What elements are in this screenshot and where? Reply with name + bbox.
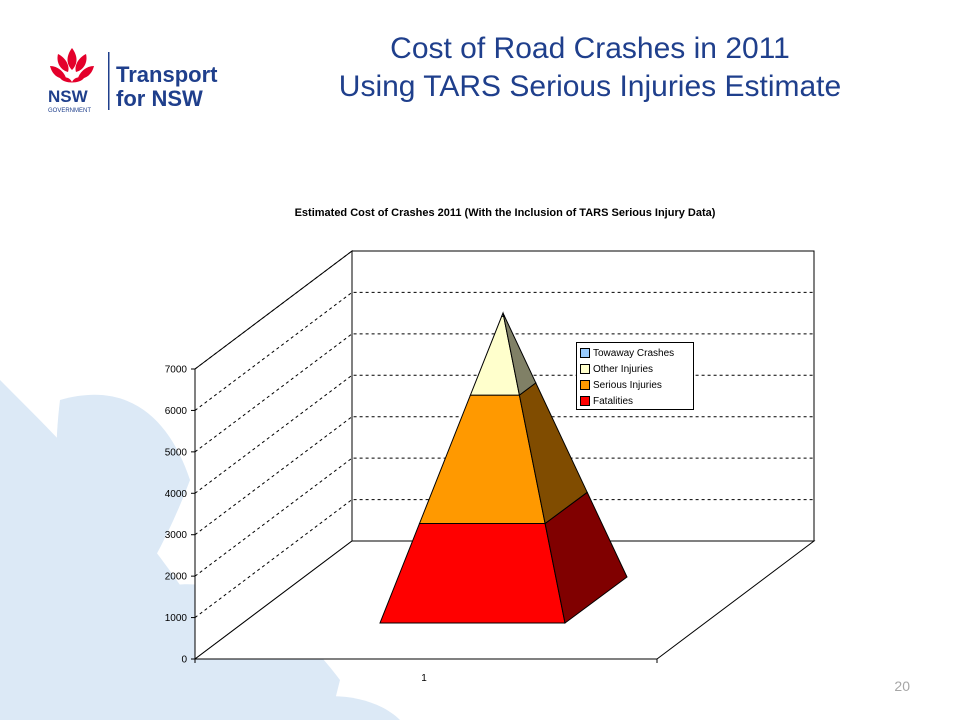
gridline — [194, 291, 814, 411]
waratah-icon: NSW GOVERNMENT Transport for NSW — [48, 48, 218, 114]
x-axis: 1 — [194, 658, 658, 684]
agency-line1: Transport — [116, 62, 218, 87]
y-tick-label: 6000 — [165, 406, 188, 417]
pyramid — [379, 311, 628, 624]
gridline — [194, 333, 814, 453]
legend-item: Serious Injuries — [580, 377, 690, 393]
slide-title-line1: Cost of Road Crashes in 2011 — [390, 32, 790, 65]
legend-swatch — [580, 348, 590, 358]
legend-label: Towaway Crashes — [593, 347, 675, 359]
gridline — [194, 499, 814, 618]
legend-label: Serious Injuries — [593, 379, 662, 391]
legend-swatch — [580, 380, 590, 390]
page-number: 20 — [894, 678, 910, 694]
y-tick-label: 3000 — [165, 530, 188, 541]
agency-line2: for NSW — [116, 86, 203, 111]
legend-item: Other Injuries — [580, 361, 690, 377]
gridline — [194, 250, 814, 370]
org-sub-label: GOVERNMENT — [48, 108, 91, 114]
y-axis: 0 1000 2000 3000 4000 5000 6000 7000 — [165, 365, 196, 666]
slide-title-line2: Using TARS Serious Injuries Estimate — [338, 70, 842, 103]
legend-label: Fatalities — [593, 395, 634, 407]
y-tick-label: 5000 — [165, 447, 188, 458]
y-tick-label: 7000 — [165, 365, 188, 376]
chart-title: Estimated Cost of Crashes 2011 (With the… — [295, 207, 716, 219]
legend-label: Other Injuries — [593, 363, 654, 375]
y-tick-label: 0 — [181, 655, 187, 666]
legend-item: Towaway Crashes — [580, 345, 690, 361]
legend-item: Fatalities — [580, 393, 690, 409]
x-tick-label: 1 — [421, 673, 427, 684]
y-tick-label: 1000 — [165, 613, 188, 624]
transport-for-nsw-logo: NSW GOVERNMENT Transport for NSW — [44, 44, 244, 116]
slide-title: Cost of Road Crashes in 2011 Using TARS … — [250, 30, 930, 106]
gridline — [194, 416, 814, 536]
y-tick-label: 2000 — [165, 572, 188, 583]
legend-swatch — [580, 396, 590, 406]
org-label: NSW — [48, 87, 89, 106]
gridline — [194, 457, 814, 577]
y-tick-label: 4000 — [165, 489, 188, 500]
legend-swatch — [580, 364, 590, 374]
chart-legend: Towaway Crashes Other Injuries Serious Inj… — [576, 342, 694, 410]
pyramid-side-towaway-crashes — [502, 312, 505, 318]
logo-divider — [108, 52, 110, 110]
